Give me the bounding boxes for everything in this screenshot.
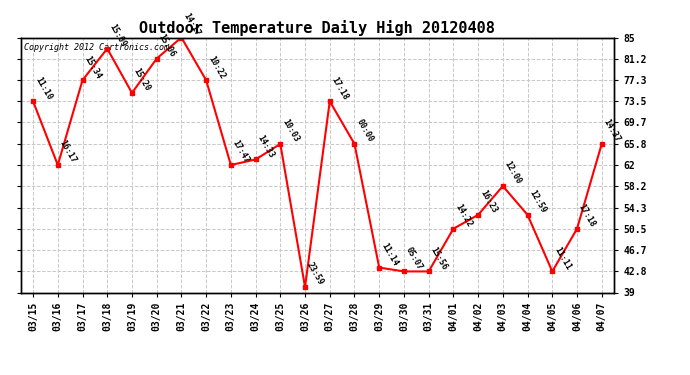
Text: 17:18: 17:18 <box>577 202 598 229</box>
Text: 12:00: 12:00 <box>503 160 523 186</box>
Text: 15:34: 15:34 <box>83 54 103 80</box>
Text: 15:56: 15:56 <box>428 245 449 272</box>
Text: 10:22: 10:22 <box>206 54 226 80</box>
Text: 17:47: 17:47 <box>231 139 251 165</box>
Text: 14:22: 14:22 <box>453 202 473 229</box>
Text: 23:59: 23:59 <box>305 261 325 287</box>
Title: Outdoor Temperature Daily High 20120408: Outdoor Temperature Daily High 20120408 <box>139 20 495 36</box>
Text: 05:07: 05:07 <box>404 245 424 272</box>
Text: 14:17: 14:17 <box>181 11 201 38</box>
Text: 16:23: 16:23 <box>478 189 498 215</box>
Text: 15:20: 15:20 <box>132 67 152 93</box>
Text: 14:37: 14:37 <box>602 118 622 144</box>
Text: 15:09: 15:09 <box>107 22 128 49</box>
Text: 15:06: 15:06 <box>157 32 177 58</box>
Text: Copyright 2012 Cartronics.com: Copyright 2012 Cartronics.com <box>23 43 168 52</box>
Text: 14:33: 14:33 <box>255 133 276 159</box>
Text: 17:18: 17:18 <box>330 75 350 101</box>
Text: 10:03: 10:03 <box>280 118 301 144</box>
Text: 16:17: 16:17 <box>58 139 78 165</box>
Text: 12:59: 12:59 <box>528 189 548 215</box>
Text: 11:11: 11:11 <box>552 245 573 272</box>
Text: 11:10: 11:10 <box>33 75 53 101</box>
Text: 00:00: 00:00 <box>355 118 375 144</box>
Text: 11:14: 11:14 <box>380 242 400 267</box>
